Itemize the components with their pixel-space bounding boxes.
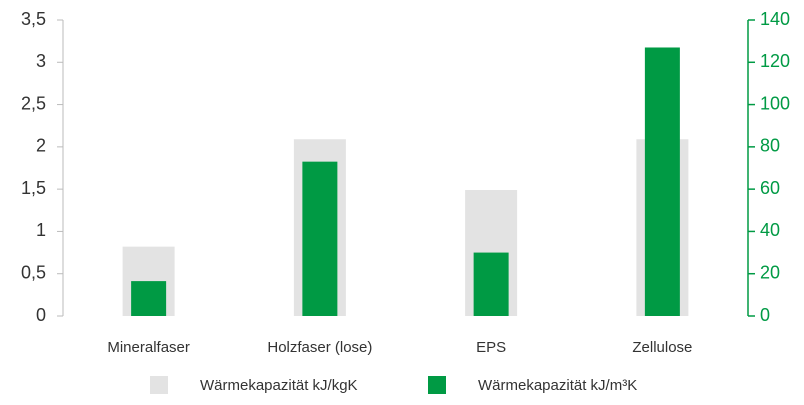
y2-tick-label: 20 (760, 262, 780, 282)
y2-tick-label: 140 (760, 9, 790, 29)
bar (473, 252, 509, 316)
legend-label: Wärmekapazität kJ/m³K (478, 377, 637, 394)
legend-label: Wärmekapazität kJ/kgK (200, 377, 358, 394)
legend-swatch (428, 376, 446, 394)
y2-tick-label: 0 (760, 305, 770, 325)
y-tick-label: 0 (36, 305, 46, 325)
y2-tick-label: 100 (760, 93, 790, 113)
y-tick-label: 1,5 (21, 178, 46, 198)
y-tick-label: 3,5 (21, 9, 46, 29)
legend-swatch (150, 376, 168, 394)
bar (644, 47, 680, 316)
y2-tick-label: 60 (760, 178, 780, 198)
y2-tick-label: 80 (760, 136, 780, 156)
x-tick-label: Zellulose (632, 339, 692, 356)
bar (302, 161, 338, 316)
bar (131, 281, 167, 316)
y-tick-label: 1 (36, 220, 46, 240)
y-tick-label: 2 (36, 136, 46, 156)
y2-tick-label: 120 (760, 51, 790, 71)
y-tick-label: 3 (36, 51, 46, 71)
y-tick-label: 2,5 (21, 93, 46, 113)
x-tick-label: Holzfaser (lose) (267, 339, 372, 356)
y-tick-label: 0,5 (21, 262, 46, 282)
x-tick-label: Mineralfaser (107, 339, 190, 356)
y2-tick-label: 40 (760, 220, 780, 240)
x-tick-label: EPS (476, 339, 506, 356)
